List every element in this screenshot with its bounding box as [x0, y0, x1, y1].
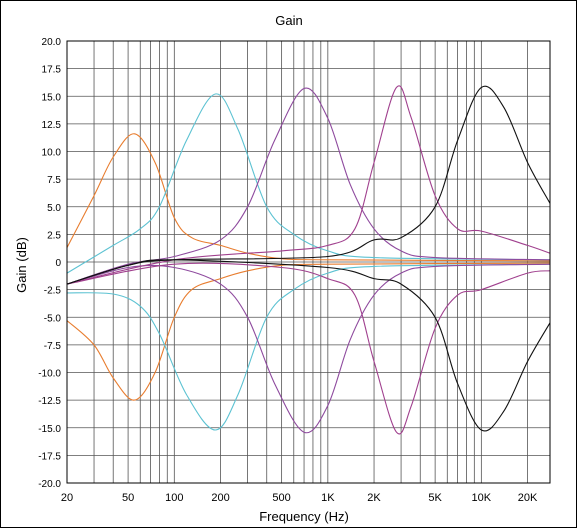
series-line-4 — [66, 87, 551, 285]
series-line-6 — [66, 85, 551, 285]
x-tick-label: 1K — [321, 492, 335, 504]
series-line-8 — [66, 85, 551, 285]
y-tick-label: -10.0 — [38, 369, 61, 380]
y-tick-label: -20.0 — [38, 479, 61, 490]
x-tick-label: 2K — [367, 492, 381, 504]
y-tick-labels: 20.0 17.5 15.0 12.5 10.0 7.5 5.0 2.5 0 -2.5 -5.0 -7… — [38, 37, 61, 490]
series-line-7 — [66, 262, 551, 435]
y-tick-label: -2.5 — [44, 286, 62, 297]
series-line-2 — [66, 93, 551, 274]
x-tick-label: 20 — [61, 492, 73, 504]
x-axis-label: Frequency (Hz) — [259, 509, 349, 524]
series-line-0 — [66, 133, 551, 262]
x-tick-label: 5K — [428, 492, 442, 504]
y-axis-label: Gain (dB) — [14, 237, 29, 293]
y-tick-label: 10.0 — [42, 148, 62, 159]
series-line-3 — [66, 263, 551, 431]
x-tick-label: 100 — [165, 492, 183, 504]
series-lines — [66, 85, 551, 435]
grid-lines — [66, 40, 550, 484]
y-tick-label: -15.0 — [38, 424, 61, 435]
y-tick-label: 15.0 — [42, 92, 62, 103]
y-tick-label: 12.5 — [42, 120, 62, 131]
y-tick-label: -17.5 — [38, 451, 61, 462]
y-tick-label: 20.0 — [42, 37, 62, 48]
y-tick-label: -12.5 — [38, 396, 61, 407]
x-tick-label: 20K — [518, 492, 538, 504]
x-tick-label: 10K — [472, 492, 492, 504]
y-tick-label: -5.0 — [44, 313, 62, 324]
y-tick-label: 5.0 — [47, 203, 61, 214]
series-line-9 — [66, 259, 551, 432]
x-tick-label: 500 — [272, 492, 290, 504]
y-tick-label: 2.5 — [47, 230, 61, 241]
series-line-5 — [66, 263, 551, 434]
y-tick-label: 7.5 — [47, 175, 61, 186]
x-tick-label: 50 — [122, 492, 134, 504]
x-tick-label: 200 — [211, 492, 229, 504]
x-tick-labels: 20 50 100 200 500 1K 2K 5K 10K 20K — [61, 492, 538, 504]
plot-border — [66, 40, 551, 484]
chart-title: Gain — [275, 13, 302, 28]
y-tick-label: -7.5 — [44, 341, 62, 352]
y-tick-label: 17.5 — [42, 65, 62, 76]
series-line-1 — [66, 262, 551, 401]
y-tick-label: 0 — [55, 258, 61, 269]
